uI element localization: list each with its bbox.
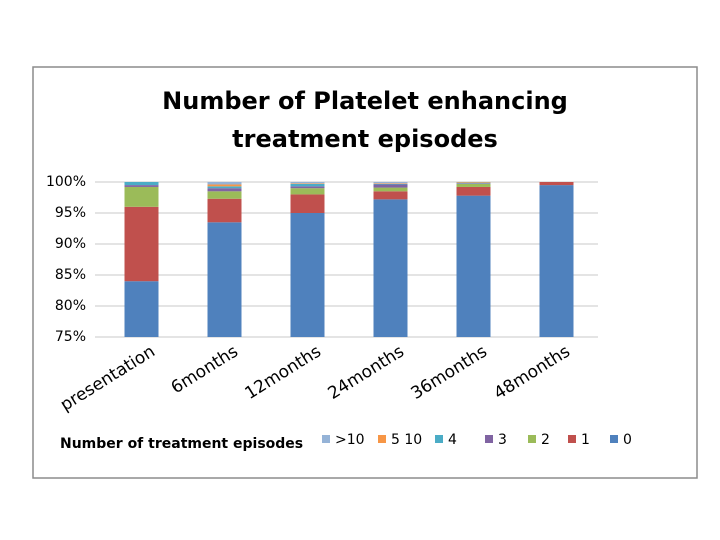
- bar-segment: [124, 281, 159, 337]
- y-tick-label: 85%: [55, 267, 86, 283]
- legend-label: 3: [498, 432, 507, 448]
- bar-segment: [124, 206, 159, 282]
- bar-segment: [373, 199, 408, 337]
- legend-label: 0: [623, 432, 632, 448]
- bar-segment: [456, 186, 491, 196]
- legend-label: 5 10: [391, 432, 422, 448]
- bar-segment: [124, 186, 159, 207]
- legend-label: 2: [541, 432, 550, 448]
- bar-segment: [207, 184, 242, 187]
- bar-segment: [290, 182, 325, 184]
- bar-segment: [456, 182, 491, 184]
- bar-segment: [290, 183, 325, 187]
- legend-swatch: [378, 435, 386, 443]
- bar-segment: [456, 183, 491, 187]
- legend-swatch: [435, 435, 443, 443]
- y-tick-label: 80%: [55, 298, 86, 314]
- bar-segment: [373, 184, 408, 188]
- legend-swatch: [322, 435, 330, 443]
- bar-segment: [207, 222, 242, 337]
- y-tick-label: 75%: [55, 329, 86, 345]
- bar-segment: [456, 195, 491, 337]
- bar-segment: [207, 198, 242, 223]
- legend-label: 4: [448, 432, 457, 448]
- bar-segment: [373, 183, 408, 185]
- bar-segment: [207, 188, 242, 192]
- chart-title: treatment episodes: [232, 125, 498, 153]
- bar-segment: [539, 185, 574, 337]
- legend-title: Number of treatment episodes: [60, 436, 303, 452]
- chart-title: Number of Platelet enhancing: [162, 87, 568, 115]
- bar-segment: [207, 191, 242, 199]
- bar-segment: [290, 213, 325, 337]
- bar-segment: [456, 183, 491, 184]
- bar-segment: [290, 183, 325, 184]
- bar-segment: [207, 182, 242, 185]
- legend-swatch: [528, 435, 536, 443]
- bar-segment: [373, 191, 408, 200]
- bar-segment: [207, 186, 242, 189]
- legend-label: 1: [581, 432, 590, 448]
- legend-swatch: [568, 435, 576, 443]
- y-tick-label: 95%: [55, 205, 86, 221]
- bar-segment: [373, 187, 408, 192]
- legend-swatch: [485, 435, 493, 443]
- bar-segment: [373, 183, 408, 184]
- bar-segment: [290, 194, 325, 213]
- bar-segment: [539, 182, 574, 186]
- legend-swatch: [610, 435, 618, 443]
- bar-segment: [124, 182, 159, 186]
- bar-segment: [124, 185, 159, 187]
- bar-segment: [290, 188, 325, 195]
- bar-segment: [290, 186, 325, 189]
- bar-segment: [456, 182, 491, 183]
- bar-segment: [373, 182, 408, 184]
- legend-label: >10: [335, 432, 365, 448]
- y-tick-label: 100%: [46, 174, 86, 190]
- y-tick-label: 90%: [55, 236, 86, 252]
